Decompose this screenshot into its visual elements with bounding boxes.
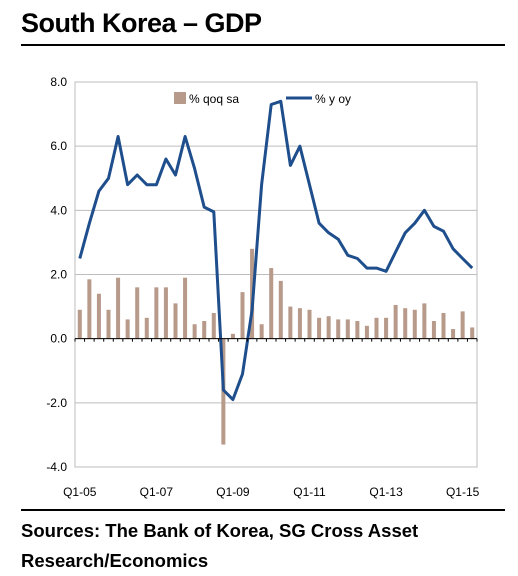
axes: 8.0 6.0 4.0 2.0 0.0 -2.0 -4.0 Q1-05 Q1-07 Q1-09 Q1… xyxy=(46,75,479,499)
bar xyxy=(297,308,302,339)
bar xyxy=(393,304,398,339)
yoy-line xyxy=(78,99,474,402)
line-series xyxy=(78,99,474,402)
bar xyxy=(470,327,475,339)
bar xyxy=(211,313,216,339)
legend-label-yoy: % y oy xyxy=(315,92,351,106)
chart-title: South Korea – GDP xyxy=(21,8,262,38)
bar xyxy=(125,319,130,339)
bar xyxy=(96,293,101,339)
x-tick-label: Q1-07 xyxy=(140,485,174,499)
bottom-rule xyxy=(21,509,505,511)
x-tick-label: Q1-11 xyxy=(293,485,326,499)
legend-label-qoq: % qoq sa xyxy=(189,92,239,106)
bar xyxy=(355,321,360,339)
bar xyxy=(230,333,235,339)
bar xyxy=(431,321,436,339)
x-tick-label: Q1-13 xyxy=(369,485,403,499)
y-tick-label: 2.0 xyxy=(50,268,67,282)
bar xyxy=(144,317,149,339)
bar xyxy=(154,287,159,339)
gdp-chart: 8.0 6.0 4.0 2.0 0.0 -2.0 -4.0 Q1-05 Q1-07 Q1-09 Q1… xyxy=(46,75,479,499)
y-tick-label: 8.0 xyxy=(50,75,67,89)
bar xyxy=(192,324,197,339)
bar xyxy=(422,303,427,339)
bar xyxy=(202,321,207,339)
bar xyxy=(307,309,312,339)
bar xyxy=(173,303,178,339)
bar xyxy=(106,309,111,339)
bar xyxy=(87,279,92,339)
bar xyxy=(326,316,331,339)
bar xyxy=(374,317,379,339)
bar xyxy=(460,311,465,339)
source-note: Sources: The Bank of Korea, SG Cross Ass… xyxy=(21,520,419,571)
bar xyxy=(269,268,274,339)
bar xyxy=(240,292,245,339)
y-tick-label: 4.0 xyxy=(50,203,67,217)
bar xyxy=(364,325,369,339)
legend: % qoq sa % y oy xyxy=(174,92,351,106)
bar xyxy=(403,308,408,339)
bar xyxy=(317,317,322,339)
legend-swatch-qoq xyxy=(174,92,186,104)
x-tick-label: Q1-15 xyxy=(446,485,480,499)
grid-lines xyxy=(74,81,478,468)
bar xyxy=(135,287,140,339)
y-tick-label: 6.0 xyxy=(50,139,67,153)
y-tick-label: -2.0 xyxy=(46,396,67,410)
bar xyxy=(336,319,341,339)
bar-series xyxy=(77,248,475,445)
bar xyxy=(116,277,121,339)
bar xyxy=(278,280,283,339)
bar xyxy=(345,319,350,339)
x-tick-label: Q1-05 xyxy=(63,485,97,499)
bar xyxy=(451,329,456,339)
bar xyxy=(163,287,168,339)
y-tick-label: -4.0 xyxy=(46,460,67,474)
bar xyxy=(412,309,417,339)
bar xyxy=(183,277,188,339)
bar xyxy=(441,313,446,339)
top-rule xyxy=(21,44,505,46)
y-tick-label: 0.0 xyxy=(50,332,67,346)
bar xyxy=(77,309,82,339)
bar xyxy=(288,306,293,339)
bar xyxy=(259,324,264,339)
x-tick-label: Q1-09 xyxy=(216,485,250,499)
bar xyxy=(384,317,389,339)
